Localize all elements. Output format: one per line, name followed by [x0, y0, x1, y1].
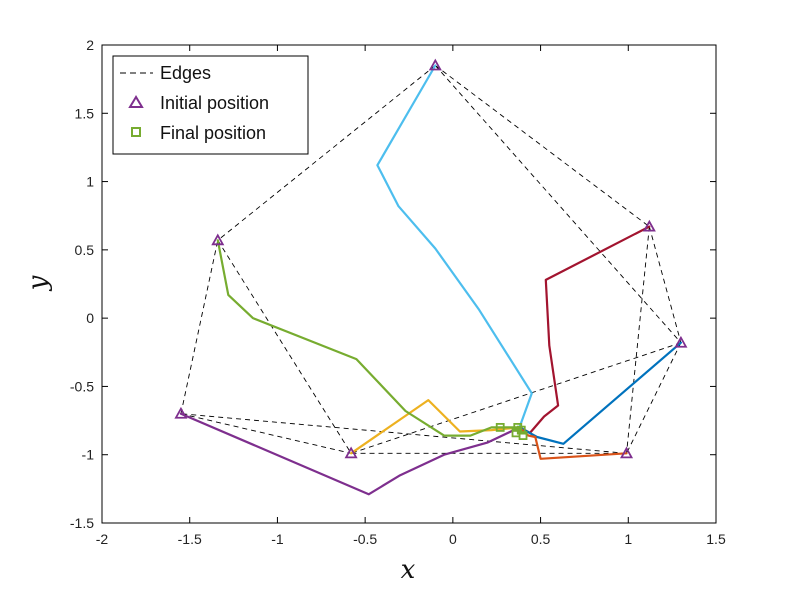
initial-position-marker-6: [174, 406, 188, 419]
axes-frame: [101, 44, 717, 524]
x-tick-label-0: -2: [96, 531, 109, 547]
legend-box: [112, 55, 309, 155]
y-axis-label: y: [23, 275, 53, 291]
legend-final-label: Final position: [160, 123, 266, 143]
edge-4: [626, 226, 650, 454]
y-tick-label-3: 0: [86, 310, 94, 326]
x-tick-label-1: -1.5: [178, 531, 202, 547]
x-axis-label: x: [401, 555, 416, 585]
y-tick-label-5: 1: [86, 174, 94, 190]
trajectory-3: [518, 341, 683, 445]
y-tick-label-6: 1.5: [75, 105, 95, 121]
edge-5: [626, 342, 682, 454]
x-tick-label-5: 0.5: [531, 531, 551, 547]
x-tick-label-7: 1.5: [706, 531, 726, 547]
x-tick-label-3: -0.5: [353, 531, 377, 547]
final-position-marker-5: [518, 431, 528, 440]
edge-9: [180, 413, 352, 454]
initial-position-marker-1: [428, 58, 442, 71]
final-position-marker-1: [495, 422, 505, 432]
edge-8: [180, 413, 627, 454]
x-tick-label-6: 1: [624, 531, 632, 547]
edge-1: [217, 65, 436, 241]
trajectory-5: [350, 399, 521, 455]
x-tick-label-2: -1: [271, 531, 284, 547]
edge-3: [648, 226, 682, 343]
tick-layer: -2 -1.5 -1 -0.5 0 0.5 1 1.5-1.5-1-0.500.511.52: [70, 37, 726, 547]
x-tick-label-4: 0: [449, 531, 457, 547]
y-tick-label-7: 2: [86, 37, 94, 53]
y-tick-label-2: -0.5: [70, 378, 94, 394]
legend-initial-label: Initial position: [160, 93, 269, 113]
trajectory-1: [376, 64, 533, 429]
legend: Edges Initial position Final position: [112, 55, 309, 155]
legend-edges-label: Edges: [160, 63, 211, 83]
trajectory-7: [216, 239, 521, 437]
edge-10: [180, 240, 219, 414]
initial-position-marker-2: [642, 219, 656, 232]
trajectory-6: [179, 412, 521, 496]
initial-position-marker-5: [344, 446, 358, 459]
edge-11: [217, 240, 352, 454]
initial-position-marker-7: [211, 233, 225, 246]
y-tick-label-0: -1.5: [70, 515, 94, 531]
initial-position-marker-4: [620, 446, 634, 459]
edge-6: [350, 342, 682, 454]
legend-final-marker: [131, 127, 141, 137]
y-tick-label-1: -1: [82, 447, 95, 463]
legend-initial-marker: [128, 95, 144, 108]
initial-position-marker-3: [674, 335, 688, 348]
y-tick-label-4: 0.5: [75, 242, 95, 258]
edge-2: [434, 65, 682, 344]
